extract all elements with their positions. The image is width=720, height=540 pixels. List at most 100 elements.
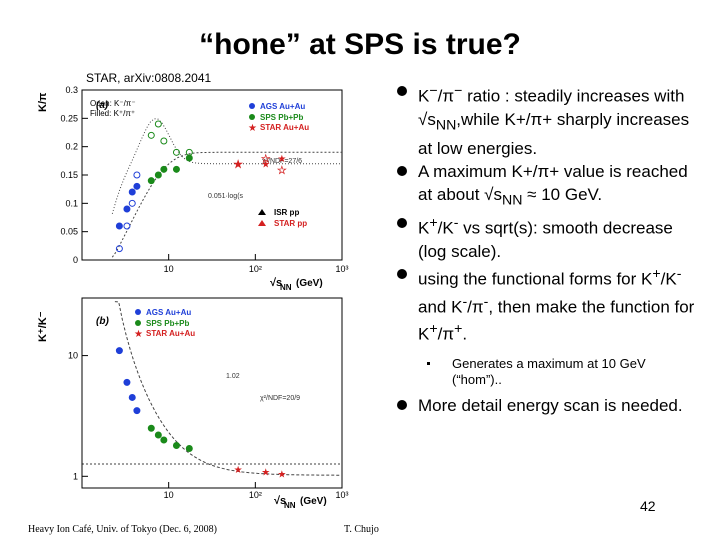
panel-b-fit-text2: χ²/NDF=20/9 [260,395,300,402]
panel-b-point [115,347,123,355]
legend-b-star-marker: ★ [134,329,143,340]
panel-a-ytick-label: 0.1 [65,198,78,208]
panel-a-ylabel: K/π [38,92,49,112]
panel-a-ytick-label: 0.2 [65,142,78,152]
panel-a-point: ★ [261,154,270,165]
panel-b-point: ★ [277,470,286,481]
panel-a-point [154,171,162,179]
footer-author: T. Chujo [344,524,379,535]
panel-a-xlabel-sub: NN [280,283,292,292]
panel-b-xlabel: √s [274,495,286,507]
panel-b-point [185,444,193,452]
panel-a-point [123,205,131,213]
panel-a: K/π (a) Open: K⁻/π⁻ Filled: K⁺/π⁺ 00.050… [38,85,349,292]
panel-a-point [147,177,155,185]
panel-a-point [160,137,168,145]
panel-a-label: (a) [96,100,109,111]
panel-b-ytick-label: 10 [68,351,78,361]
panel-b-yticks: 1 10 [68,351,88,481]
panel-a-point [133,182,141,190]
panel-a-point [133,171,141,179]
page-number: 42 [640,498,656,514]
panel-a-point [185,148,193,156]
legend-ags-marker [249,103,255,109]
panel-a-ytick-label: 0 [73,255,78,265]
panel-b-point [128,393,136,401]
panel-a-point [172,148,180,156]
bullet-dot [397,218,407,229]
panel-b-ytick-label: 1 [73,471,78,481]
panel-a-point [115,222,123,230]
panel-b-point: ★ [234,465,243,476]
legend-b-sps-marker [135,320,141,326]
panel-a-point [128,199,136,207]
sub-bullet: Generates a maximum at 10 GeV (“hom”).. [426,356,696,388]
legend-b-ags-label: AGS Au+Au [146,308,191,317]
panel-a-fit-curves [111,118,342,258]
panel-a-point [154,120,162,128]
bullet-3: K+/K- vs sqrt(s): smooth decrease (log s… [396,212,696,263]
panel-b-point [123,378,131,386]
panel-a-points: ★ ★★★★★ [115,120,287,253]
panel-b-xtick-label: 10 [164,490,174,500]
fit-curve-b [114,301,341,476]
legend-ags-label: AGS Au+Au [260,102,305,111]
panel-b-point [147,424,155,432]
bullet-dot [397,166,407,177]
legend-b-sps-label: SPS Pb+Pb [146,319,189,328]
panel-a-legend-open: Open: K⁻/π⁻ [90,99,136,108]
panel-a-point [160,165,168,173]
sub-bullet-dot [427,362,430,366]
panel-b-point [133,407,141,415]
panel-a-point: ★ [277,165,286,176]
legend-sps-label: SPS Pb+Pb [260,113,303,122]
footer-event: Heavy Ion Café, Univ. of Tokyo (Dec. 6, … [28,524,217,535]
panel-a-point: ★ [261,160,270,171]
bullet-2: A maximum K+/π+ value is reached at abou… [396,160,696,212]
panel-a-point [128,188,136,196]
legend-isr-marker [258,209,266,215]
panel-b-point [172,441,180,449]
panel-a-xtick-label: 10³ [335,264,348,274]
panel-a-ytick-label: 0.3 [65,85,78,95]
legend-starpp-label: STAR pp [274,219,307,228]
panel-b-xlabel-sub: NN [284,501,296,510]
panel-a-point [115,245,123,253]
panel-b-points: ★ ★ ★ [115,347,286,481]
bullet-list: K−/π− ratio : steadily increases with √s… [396,80,696,417]
panel-b-label: (b) [96,316,109,327]
legend-star-marker: ★ [248,123,257,134]
legend-sps-marker [249,114,255,120]
figure: K/π (a) Open: K⁻/π⁻ Filled: K⁺/π⁺ 00.050… [38,85,349,510]
reference-text: STAR, arXiv:0808.2041 [86,71,212,85]
panel-b-ylabel: K⁺/K⁻ [38,311,49,342]
bullet-5: More detail energy scan is needed. [396,394,696,417]
legend-star-label: STAR Au+Au [260,123,309,132]
panel-a-fit-text: 0.051·log(s [208,193,244,200]
panel-b: K⁺/K⁻ (b) 110 10 10² 10³ √s NN (GeV) 1.02 … [38,297,349,510]
panel-b-xlabel-unit: (GeV) [300,496,327,507]
bullet-dot [397,400,407,411]
panel-a-point [147,131,155,139]
panel-a-xticks: 10 10² 10³ [164,254,349,274]
fit-curve-kplus [111,118,342,214]
legend-b-star-label: STAR Au+Au [146,329,195,338]
legend-starpp-marker [258,220,266,226]
panel-a-ytick-label: 0.15 [60,170,78,180]
panel-a-point [185,154,193,162]
panel-a-xtick-label: 10 [164,264,174,274]
panel-a-ytick-label: 0.05 [60,227,78,237]
panel-a-point [123,222,131,230]
panel-a-ytick-label: 0.25 [60,113,78,123]
legend-b-ags-marker [135,309,141,315]
panel-b-point [160,436,168,444]
panel-a-yticks: 0 0.05 0.1 0.15 0.2 0.25 0.3 [60,85,88,265]
panel-a-xlabel: √s [270,277,282,289]
panel-b-fit-curve [114,301,341,476]
fit-curve-kminus [111,151,342,258]
panel-b-xtick-label: 10³ [335,490,348,500]
panel-b-frame [81,297,343,489]
legend-isr-label: ISR pp [274,208,299,217]
panel-b-point [154,431,162,439]
panel-a-point: ★ [234,160,243,171]
